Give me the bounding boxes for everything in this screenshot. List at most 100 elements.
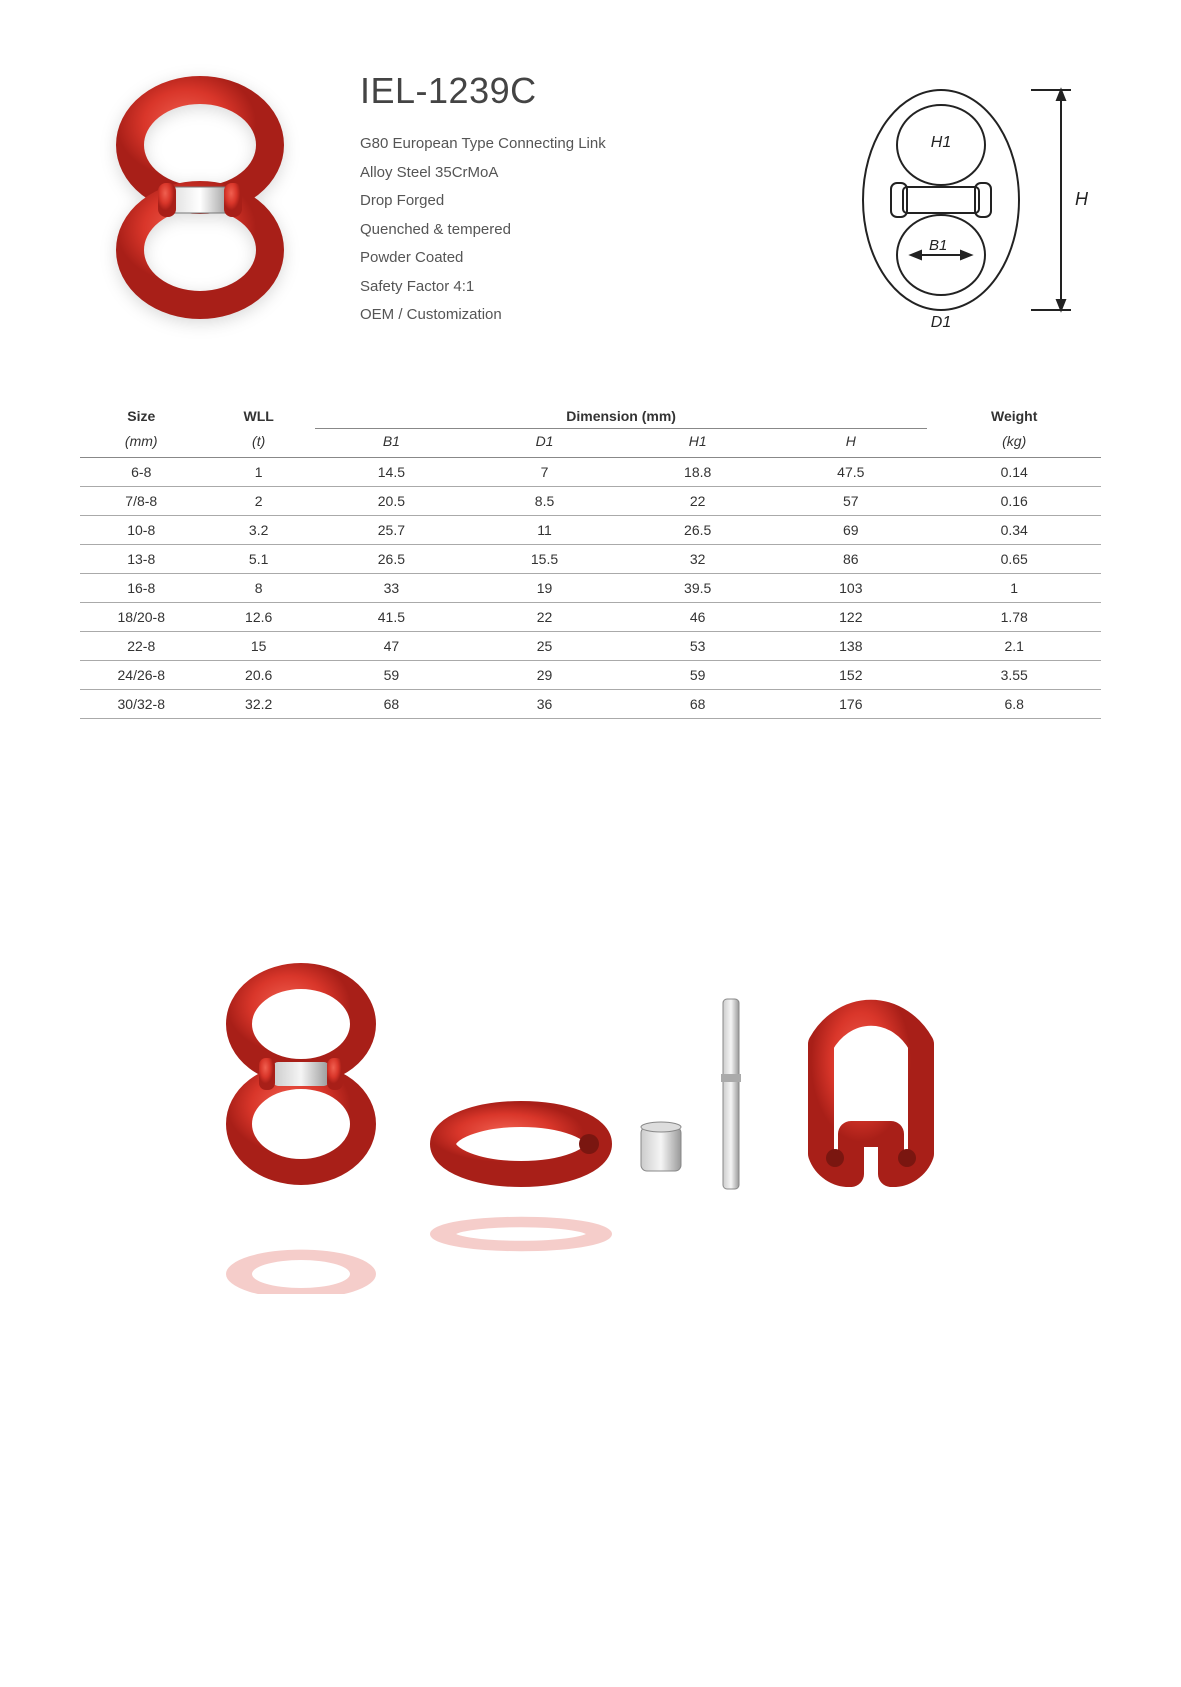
table-cell: 138	[774, 632, 927, 661]
table-row: 6-8114.5718.847.50.14	[80, 458, 1101, 487]
component-photo	[80, 919, 1101, 1319]
product-info: IEL-1239C G80 European Type Connecting L…	[360, 60, 781, 340]
table-cell: 122	[774, 603, 927, 632]
table-cell: 24/26-8	[80, 661, 203, 690]
th-h1: H1	[621, 429, 774, 458]
table-cell: 25.7	[315, 516, 468, 545]
product-photo	[80, 60, 320, 340]
table-cell: 13-8	[80, 545, 203, 574]
table-cell: 8.5	[468, 487, 621, 516]
table-cell: 29	[468, 661, 621, 690]
spec-table: Size WLL Dimension (mm) Weight (mm) (t) …	[80, 400, 1101, 719]
spec-item: OEM / Customization	[360, 301, 781, 330]
table-cell: 32	[621, 545, 774, 574]
table-cell: 11	[468, 516, 621, 545]
table-cell: 8	[203, 574, 315, 603]
spec-item: Powder Coated	[360, 244, 781, 273]
table-cell: 14.5	[315, 458, 468, 487]
th-weight: Weight	[927, 400, 1101, 429]
th-size: Size	[80, 400, 203, 429]
table-cell: 176	[774, 690, 927, 719]
table-row: 18/20-812.641.522461221.78	[80, 603, 1101, 632]
table-cell: 22	[468, 603, 621, 632]
table-cell: 47.5	[774, 458, 927, 487]
table-cell: 57	[774, 487, 927, 516]
th-size-unit: (mm)	[80, 429, 203, 458]
table-cell: 36	[468, 690, 621, 719]
table-cell: 68	[621, 690, 774, 719]
table-cell: 0.14	[927, 458, 1101, 487]
table-row: 30/32-832.26836681766.8	[80, 690, 1101, 719]
table-cell: 86	[774, 545, 927, 574]
table-cell: 47	[315, 632, 468, 661]
components-icon	[191, 944, 991, 1294]
product-title: IEL-1239C	[360, 70, 781, 112]
table-cell: 7	[468, 458, 621, 487]
table-cell: 152	[774, 661, 927, 690]
table-cell: 32.2	[203, 690, 315, 719]
table-cell: 6.8	[927, 690, 1101, 719]
table-row: 24/26-820.65929591523.55	[80, 661, 1101, 690]
table-cell: 68	[315, 690, 468, 719]
th-dimension: Dimension (mm)	[315, 400, 928, 429]
diagram-label-h: H	[1075, 189, 1089, 209]
table-cell: 20.6	[203, 661, 315, 690]
th-wll: WLL	[203, 400, 315, 429]
spec-item: Safety Factor 4:1	[360, 273, 781, 302]
spec-list: G80 European Type Connecting LinkAlloy S…	[360, 130, 781, 330]
table-cell: 6-8	[80, 458, 203, 487]
diagram-svg: H1 H B1 D1	[831, 65, 1091, 335]
table-cell: 0.34	[927, 516, 1101, 545]
th-wll-unit: (t)	[203, 429, 315, 458]
table-cell: 2	[203, 487, 315, 516]
table-cell: 18.8	[621, 458, 774, 487]
table-cell: 26.5	[315, 545, 468, 574]
spec-item: Drop Forged	[360, 187, 781, 216]
table-cell: 5.1	[203, 545, 315, 574]
table-cell: 15	[203, 632, 315, 661]
table-cell: 20.5	[315, 487, 468, 516]
diagram-label-d1: D1	[931, 314, 951, 331]
table-cell: 1	[927, 574, 1101, 603]
table-cell: 15.5	[468, 545, 621, 574]
th-b1: B1	[315, 429, 468, 458]
th-weight-unit: (kg)	[927, 429, 1101, 458]
table-row: 16-88331939.51031	[80, 574, 1101, 603]
table-cell: 69	[774, 516, 927, 545]
table-cell: 46	[621, 603, 774, 632]
table-cell: 16-8	[80, 574, 203, 603]
table-cell: 59	[315, 661, 468, 690]
table-cell: 41.5	[315, 603, 468, 632]
table-cell: 3.55	[927, 661, 1101, 690]
table-cell: 59	[621, 661, 774, 690]
table-row: 13-85.126.515.532860.65	[80, 545, 1101, 574]
table-cell: 0.16	[927, 487, 1101, 516]
table-cell: 26.5	[621, 516, 774, 545]
spec-item: Quenched & tempered	[360, 216, 781, 245]
table-cell: 25	[468, 632, 621, 661]
table-row: 7/8-8220.58.522570.16	[80, 487, 1101, 516]
table-cell: 22	[621, 487, 774, 516]
table-cell: 12.6	[203, 603, 315, 632]
dimension-diagram: H1 H B1 D1	[821, 60, 1101, 340]
diagram-label-h1: H1	[931, 134, 951, 151]
table-cell: 7/8-8	[80, 487, 203, 516]
th-d1: D1	[468, 429, 621, 458]
table-cell: 1	[203, 458, 315, 487]
table-row: 22-8154725531382.1	[80, 632, 1101, 661]
spec-item: G80 European Type Connecting Link	[360, 130, 781, 159]
table-cell: 10-8	[80, 516, 203, 545]
spec-item: Alloy Steel 35CrMoA	[360, 159, 781, 188]
table-cell: 1.78	[927, 603, 1101, 632]
table-cell: 3.2	[203, 516, 315, 545]
table-cell: 33	[315, 574, 468, 603]
table-row: 10-83.225.71126.5690.34	[80, 516, 1101, 545]
diagram-label-b1: B1	[929, 237, 947, 254]
table-cell: 2.1	[927, 632, 1101, 661]
table-cell: 53	[621, 632, 774, 661]
table-cell: 19	[468, 574, 621, 603]
top-section: IEL-1239C G80 European Type Connecting L…	[80, 60, 1101, 340]
table-cell: 39.5	[621, 574, 774, 603]
table-cell: 0.65	[927, 545, 1101, 574]
connecting-link-icon	[100, 75, 300, 325]
